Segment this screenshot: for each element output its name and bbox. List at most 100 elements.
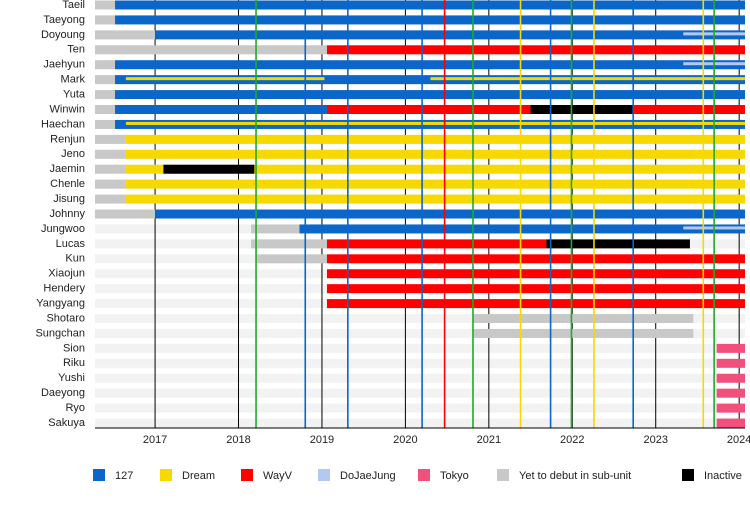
segment — [95, 0, 116, 10]
segment — [95, 119, 116, 129]
row-label: Jaehyun — [43, 59, 85, 71]
segment — [125, 164, 745, 174]
segment — [326, 254, 745, 264]
row-label: Haechan — [41, 118, 85, 130]
segment — [115, 75, 745, 85]
legend-label: Tokyo — [440, 470, 469, 482]
segment — [95, 149, 126, 159]
row-label: Lucas — [56, 238, 86, 250]
segment — [326, 45, 745, 55]
segment — [155, 209, 745, 219]
row-label: Jeno — [61, 148, 85, 160]
legend-swatch — [418, 469, 430, 481]
x-tick-label: 2020 — [393, 434, 417, 446]
row-label: Jaemin — [50, 163, 85, 175]
x-tick-label: 2018 — [226, 434, 250, 446]
row-label: Chenle — [50, 178, 85, 190]
legend-swatch — [318, 469, 330, 481]
segment — [530, 105, 635, 115]
row-label: Sungchan — [35, 327, 85, 339]
row-label: Jisung — [53, 193, 85, 205]
segment — [95, 45, 327, 55]
segment — [95, 194, 126, 204]
segment — [125, 179, 745, 189]
legend-label: Yet to debut in sub-unit — [519, 470, 631, 482]
row-stripe — [95, 328, 745, 338]
row-label: Daeyong — [41, 387, 85, 399]
x-tick-label: 2024 — [727, 434, 750, 446]
legend-label: Inactive — [704, 470, 742, 482]
row-stripe — [95, 373, 745, 383]
segment — [125, 194, 745, 204]
segment — [95, 164, 126, 174]
segment — [95, 60, 116, 70]
row-label: Jungwoo — [41, 223, 85, 235]
row-stripe — [95, 388, 745, 398]
legend-swatch — [93, 469, 105, 481]
segment — [163, 164, 255, 174]
segment — [251, 239, 327, 249]
row-label: Sakuya — [48, 417, 86, 429]
segment — [546, 239, 690, 249]
row-label: Shotaro — [46, 312, 85, 324]
row-label: Yushi — [58, 372, 85, 384]
segment — [115, 60, 745, 70]
segment — [115, 0, 745, 10]
thin-segment — [125, 121, 745, 125]
row-label: Sion — [63, 342, 85, 354]
row-label: Winwin — [50, 103, 85, 115]
segment — [326, 239, 547, 249]
thin-segment — [125, 77, 325, 81]
segment — [115, 15, 745, 25]
row-label: Mark — [61, 74, 86, 86]
x-tick-label: 2021 — [477, 434, 501, 446]
row-label: Doyoung — [41, 29, 85, 41]
segment — [634, 105, 745, 115]
segment — [95, 209, 156, 219]
row-label: Yuta — [63, 88, 86, 100]
row-label: Taeil — [62, 0, 85, 11]
segment — [95, 179, 126, 189]
segment — [95, 15, 116, 25]
legend-swatch — [497, 469, 509, 481]
segment — [326, 269, 745, 279]
segment — [155, 30, 745, 40]
segment — [256, 254, 327, 264]
legend-swatch — [160, 469, 172, 481]
row-label: Riku — [63, 357, 85, 369]
segment — [95, 105, 116, 115]
segment — [125, 149, 745, 159]
row-stripe — [95, 418, 745, 428]
row-label: Ten — [67, 44, 85, 56]
legend-label: 127 — [115, 470, 133, 482]
row-stripe — [95, 314, 745, 324]
segment — [95, 75, 116, 85]
legend-swatch — [241, 469, 253, 481]
row-stripe — [95, 358, 745, 368]
segment — [326, 299, 745, 309]
x-tick-label: 2019 — [310, 434, 334, 446]
segment — [716, 358, 745, 368]
row-label: Johnny — [50, 208, 86, 220]
row-label: Xiaojun — [48, 268, 85, 280]
segment — [95, 134, 126, 144]
segment — [95, 90, 116, 100]
x-tick-label: 2023 — [643, 434, 667, 446]
segment — [716, 403, 745, 413]
segment — [716, 418, 745, 428]
row-stripe — [95, 343, 745, 353]
segment — [716, 388, 745, 398]
segment — [125, 134, 745, 144]
segment — [251, 224, 300, 234]
segment — [115, 105, 327, 115]
row-stripe — [95, 403, 745, 413]
thin-segment — [430, 77, 745, 81]
row-label: Renjun — [50, 133, 85, 145]
row-label: Kun — [65, 253, 85, 265]
row-label: Taeyong — [43, 14, 85, 26]
segment — [716, 373, 745, 383]
legend-label: WayV — [263, 470, 293, 482]
segment — [472, 314, 694, 324]
